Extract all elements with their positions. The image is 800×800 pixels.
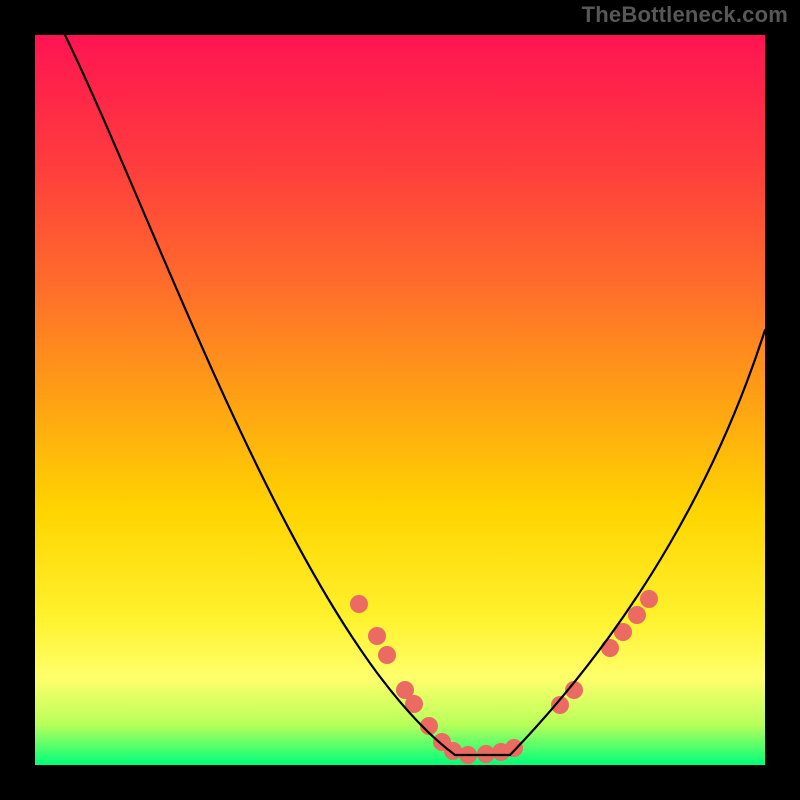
bottleneck-chart bbox=[0, 0, 800, 800]
gradient-background bbox=[35, 35, 765, 765]
watermark-text: TheBottleneck.com bbox=[582, 2, 788, 28]
chart-stage: TheBottleneck.com bbox=[0, 0, 800, 800]
